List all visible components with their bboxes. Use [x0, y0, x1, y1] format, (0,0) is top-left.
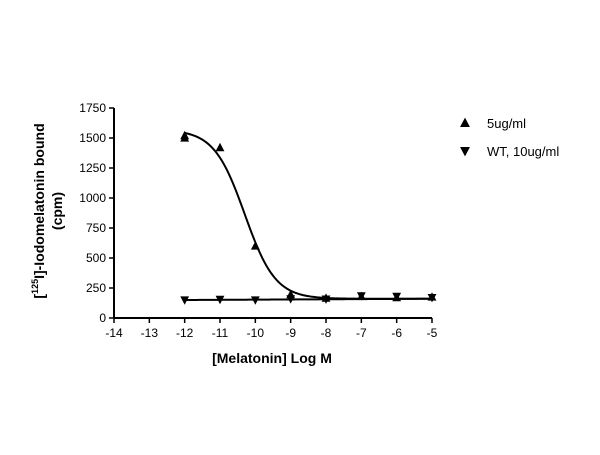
- x-tick-label: -14: [105, 326, 123, 340]
- data-point-series-2: [427, 294, 437, 303]
- fit-curve-series-2: [184, 297, 431, 301]
- y-tick-label: 1000: [79, 191, 106, 205]
- y-axis-title-prefix: [: [31, 294, 47, 299]
- data-point-series-2: [356, 292, 366, 301]
- y-axis-title-unit: (cpm): [49, 192, 65, 230]
- data-point-series-2: [321, 295, 331, 304]
- y-tick-label: 250: [86, 281, 106, 295]
- legend-marker-series-1: [460, 117, 470, 128]
- y-tick-label: 1750: [79, 101, 106, 115]
- y-tick-label: 0: [99, 311, 106, 325]
- data-point-series-1: [180, 130, 190, 140]
- data-point-series-1: [215, 142, 225, 152]
- curves-layer: [184, 131, 431, 301]
- legend-label-series-1: 5ug/ml: [487, 116, 526, 131]
- x-tick-label: -9: [285, 326, 296, 340]
- points-layer: [180, 130, 437, 305]
- fit-curve-series-1: [184, 131, 431, 300]
- labels-layer: [Melatonin] Log M [125I]-Iodomelatonin b…: [30, 123, 332, 366]
- legend-label-series-2: WT, 10ug/ml: [487, 144, 559, 159]
- x-axis-title: [Melatonin] Log M: [212, 350, 332, 366]
- data-point-series-2: [286, 295, 296, 304]
- x-tick-label: -6: [391, 326, 402, 340]
- data-point-series-1: [250, 241, 260, 250]
- y-tick-label: 1500: [79, 131, 106, 145]
- y-tick-label: 1250: [79, 161, 106, 175]
- data-point-series-2: [250, 296, 260, 305]
- x-tick-label: -7: [356, 326, 367, 340]
- y-axis-title-superscript: 125: [30, 279, 40, 294]
- data-point-series-2: [392, 292, 402, 302]
- y-tick-label: 750: [86, 221, 106, 235]
- x-tick-label: -10: [247, 326, 265, 340]
- x-tick-label: -8: [321, 326, 332, 340]
- y-axis-title-suffix: I]-Iodomelatonin bound: [31, 123, 47, 279]
- y-tick-label: 500: [86, 251, 106, 265]
- legend-marker-series-2: [460, 146, 470, 157]
- x-tick-label: -13: [141, 326, 159, 340]
- data-point-series-2: [215, 295, 225, 305]
- legend: 5ug/ml WT, 10ug/ml: [460, 116, 559, 159]
- x-tick-label: -11: [212, 326, 229, 340]
- axes-layer: 0 250 500 750 1000 1250 1500 1750 -14 -13 -12 -11 -1…: [79, 101, 437, 340]
- data-point-series-2: [180, 296, 190, 305]
- y-axis-title: [125I]-Iodomelatonin bound: [30, 123, 47, 298]
- x-tick-label: -12: [176, 326, 194, 340]
- x-tick-label: -5: [427, 326, 438, 340]
